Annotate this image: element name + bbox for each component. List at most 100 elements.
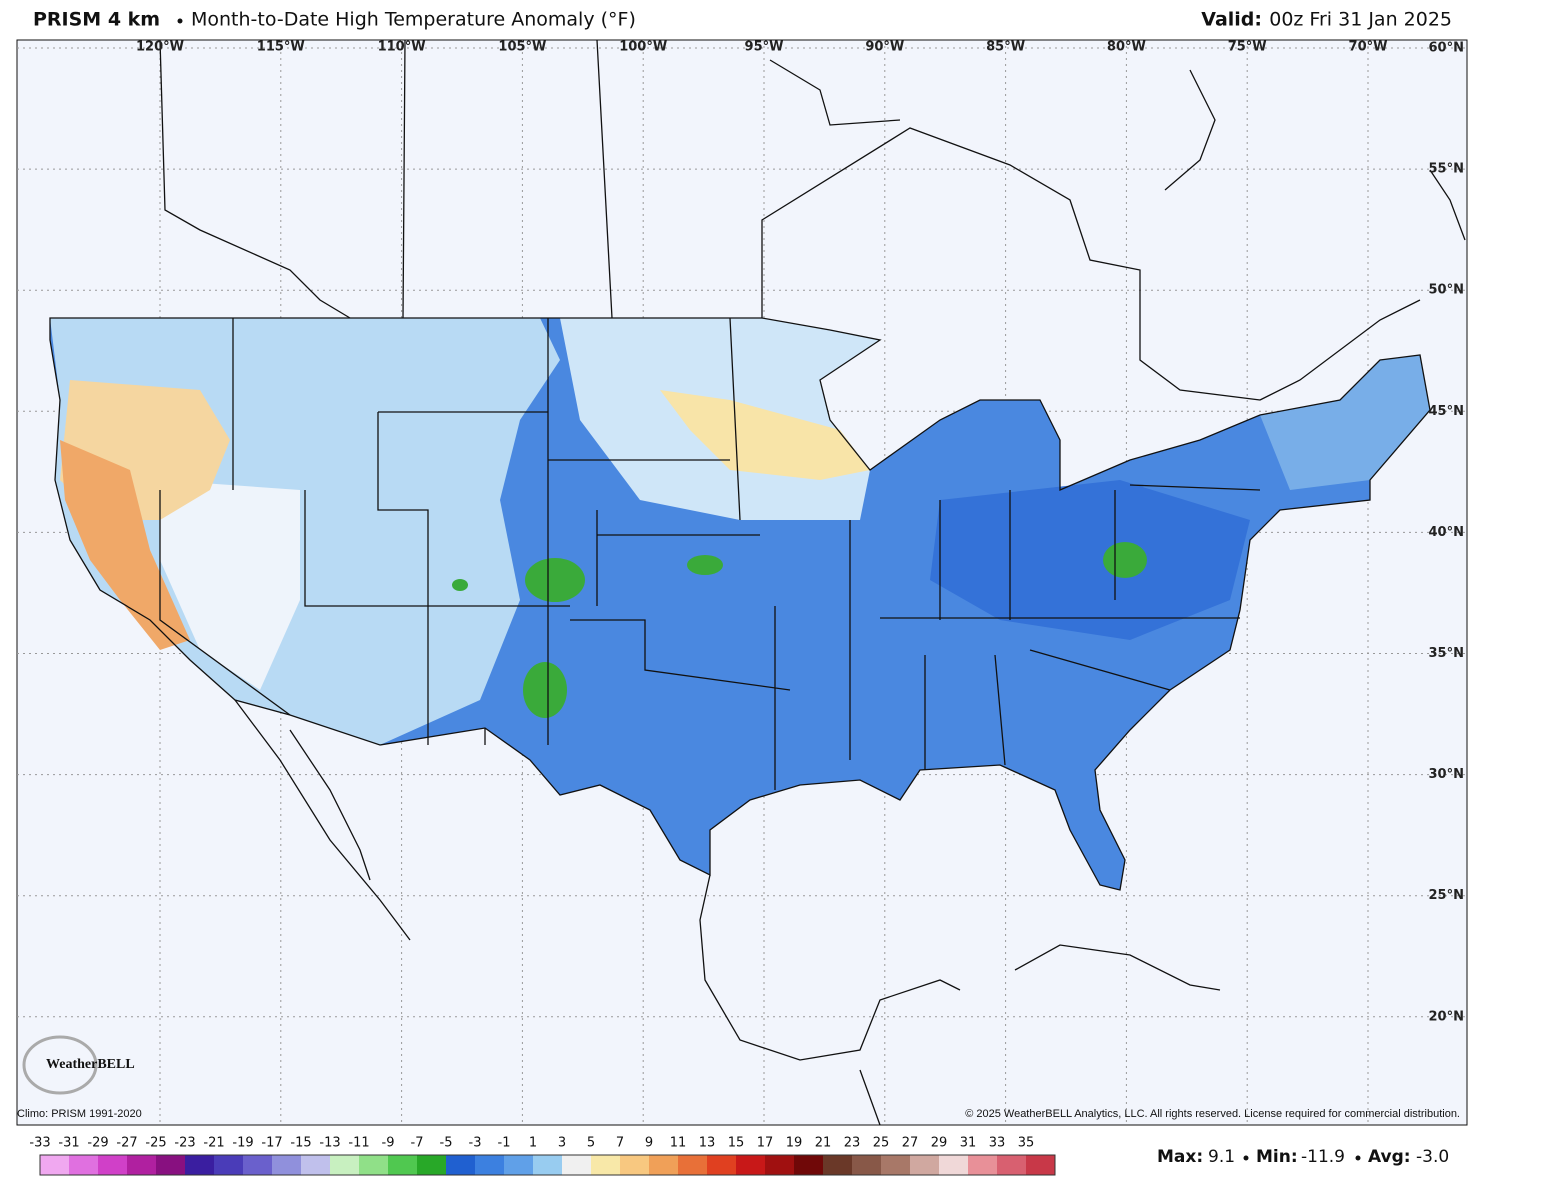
lat-label: 45°N bbox=[1429, 404, 1464, 419]
lat-label: 55°N bbox=[1429, 162, 1464, 177]
colorbar-label: -17 bbox=[261, 1136, 282, 1151]
dakota-yellow bbox=[660, 390, 870, 480]
colorbar-swatch bbox=[881, 1155, 911, 1175]
colorbar-swatch bbox=[591, 1155, 621, 1175]
colorbar-swatch bbox=[98, 1155, 128, 1175]
lon-label: 75°W bbox=[1228, 40, 1267, 55]
colorbar-swatch bbox=[127, 1155, 157, 1175]
lon-label: 100°W bbox=[619, 40, 667, 55]
lon-label: 70°W bbox=[1349, 40, 1388, 55]
colorbar-swatch bbox=[504, 1155, 534, 1175]
colorbar-label: 27 bbox=[902, 1136, 919, 1151]
colorbar-label: -27 bbox=[116, 1136, 137, 1151]
green-anomaly bbox=[687, 555, 723, 575]
copyright: © 2025 WeatherBELL Analytics, LLC. All r… bbox=[965, 1108, 1460, 1120]
colorbar-swatch bbox=[417, 1155, 447, 1175]
colorbar-label: -5 bbox=[440, 1136, 453, 1151]
valid-value: 00z Fri 31 Jan 2025 bbox=[1269, 9, 1452, 31]
lat-label: 50°N bbox=[1429, 283, 1464, 298]
map: WeatherBELL Climo: PRISM 1991-2020 © 202… bbox=[16, 39, 1468, 1126]
logo: WeatherBELL bbox=[22, 1035, 135, 1095]
colorbar-swatch bbox=[330, 1155, 360, 1175]
lat-label: 25°N bbox=[1429, 888, 1464, 903]
colorbar-swatch bbox=[446, 1155, 476, 1175]
us-outline bbox=[49, 317, 1431, 891]
colorbar-label: 31 bbox=[960, 1136, 977, 1151]
colorbar-label: 7 bbox=[616, 1136, 624, 1151]
lat-label: 40°N bbox=[1429, 525, 1464, 540]
max-value: 9.1 bbox=[1208, 1147, 1235, 1167]
colorbar-label: -11 bbox=[348, 1136, 369, 1151]
state-lines bbox=[159, 317, 1261, 790]
colorbar-label: 29 bbox=[931, 1136, 948, 1151]
colorbar-swatch bbox=[765, 1155, 795, 1175]
colorbar-label: 23 bbox=[844, 1136, 861, 1151]
colorbar-swatch bbox=[301, 1155, 331, 1175]
product: PRISM 4 km bbox=[33, 9, 160, 31]
colorbar-swatch bbox=[620, 1155, 650, 1175]
colorbar-swatch bbox=[40, 1155, 70, 1175]
colorbar-label: -13 bbox=[319, 1136, 340, 1151]
colorbar-swatch bbox=[475, 1155, 505, 1175]
colorbar-swatch bbox=[794, 1155, 824, 1175]
west-white bbox=[160, 480, 300, 690]
colorbar-label: 9 bbox=[645, 1136, 653, 1151]
colorbar-label: -23 bbox=[174, 1136, 195, 1151]
colorbar-swatch bbox=[823, 1155, 853, 1175]
colorbar-label: -19 bbox=[232, 1136, 253, 1151]
colorbar-label: -31 bbox=[58, 1136, 79, 1151]
northeast-light bbox=[1260, 355, 1430, 490]
colorbar-swatch bbox=[1026, 1155, 1056, 1175]
lat-label: 60°N bbox=[1429, 41, 1464, 56]
canada-lines bbox=[159, 39, 1466, 401]
colorbar-swatch bbox=[359, 1155, 389, 1175]
green-anomaly bbox=[525, 558, 585, 602]
colorbar-swatch bbox=[852, 1155, 882, 1175]
colorbar: -33 -31 -29 -27 -25 -23 -21 -19 -17 -15 -13 -11 -9 -7… bbox=[29, 1136, 1056, 1175]
colorbar-label: 17 bbox=[757, 1136, 774, 1151]
lon-label: 95°W bbox=[745, 40, 784, 55]
colorbar-label: 3 bbox=[558, 1136, 566, 1151]
valid-label: Valid: bbox=[1201, 9, 1262, 31]
colorbar-swatch bbox=[185, 1155, 215, 1175]
colorbar-label: 15 bbox=[728, 1136, 745, 1151]
green-anomaly bbox=[523, 662, 567, 718]
colorbar-swatch bbox=[214, 1155, 244, 1175]
separator bbox=[1243, 1155, 1249, 1161]
lon-label: 80°W bbox=[1107, 40, 1146, 55]
colorbar-swatch bbox=[243, 1155, 273, 1175]
lon-label: 105°W bbox=[498, 40, 546, 55]
colorbar-label: -29 bbox=[87, 1136, 108, 1151]
colorbar-label: 11 bbox=[670, 1136, 687, 1151]
colorbar-swatch bbox=[736, 1155, 766, 1175]
stats: Max: 9.1 Min: -11.9 Avg: -3.0 bbox=[1157, 1147, 1449, 1167]
colorbar-swatch bbox=[968, 1155, 998, 1175]
colorbar-label: 19 bbox=[786, 1136, 803, 1151]
colorbar-swatch bbox=[562, 1155, 592, 1175]
colorbar-swatch bbox=[997, 1155, 1027, 1175]
colorbar-label: 13 bbox=[699, 1136, 716, 1151]
colorbar-label: -15 bbox=[290, 1136, 311, 1151]
colorbar-label: 25 bbox=[873, 1136, 890, 1151]
logo-text: WeatherBELL bbox=[46, 1057, 135, 1072]
colorbar-swatch bbox=[910, 1155, 940, 1175]
colorbar-swatch bbox=[707, 1155, 737, 1175]
lon-label: 110°W bbox=[378, 40, 426, 55]
lon-label: 115°W bbox=[257, 40, 305, 55]
colorbar-frame bbox=[39, 1154, 1056, 1176]
colorbar-swatch bbox=[69, 1155, 99, 1175]
colorbar-swatch bbox=[156, 1155, 186, 1175]
colorbar-label: 35 bbox=[1018, 1136, 1035, 1151]
avg-label: Avg: bbox=[1368, 1147, 1411, 1167]
colorbar-label: -9 bbox=[382, 1136, 395, 1151]
mexico-lines bbox=[234, 699, 1221, 1126]
climo: Climo: PRISM 1991-2020 bbox=[17, 1108, 142, 1120]
colorbar-label: -21 bbox=[203, 1136, 224, 1151]
california-orange bbox=[60, 440, 190, 650]
lon-label: 85°W bbox=[986, 40, 1025, 55]
colorbar-label: -33 bbox=[29, 1136, 50, 1151]
separator bbox=[177, 18, 183, 24]
lat-label: 30°N bbox=[1429, 767, 1464, 782]
lat-label: 35°N bbox=[1429, 646, 1464, 661]
